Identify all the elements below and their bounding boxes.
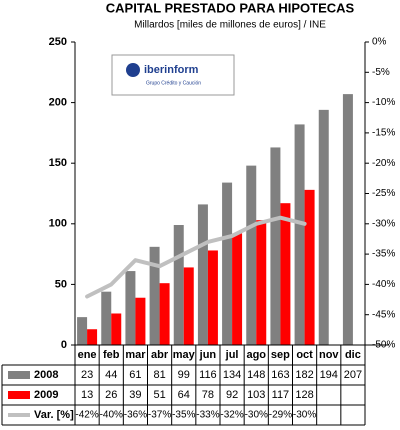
x-tick-label: jun — [199, 349, 217, 361]
table-cell: -40% — [100, 410, 123, 421]
table-cell: 207 — [344, 369, 362, 381]
bar — [173, 225, 184, 345]
table-cell: 13 — [81, 389, 93, 401]
legend-label: 2008 — [34, 369, 58, 381]
table-cell: 92 — [226, 389, 238, 401]
legend-swatch — [8, 371, 30, 379]
y-tick-label: 200 — [49, 97, 67, 109]
bar — [135, 297, 146, 345]
table-cell: 117 — [272, 389, 290, 401]
table-cell: 81 — [153, 369, 165, 381]
table-cell: -35% — [172, 410, 195, 421]
table-cell: 51 — [153, 389, 165, 401]
y2-tick-label: 0% — [372, 37, 387, 48]
legend-swatch — [8, 391, 30, 399]
x-tick-label: feb — [103, 349, 120, 361]
bar — [183, 267, 194, 345]
bar — [342, 94, 353, 345]
table-cell: -32% — [220, 410, 243, 421]
y2-tick-label: -25% — [372, 188, 395, 199]
x-tick-label: sep — [271, 349, 290, 361]
y-tick-label: 150 — [49, 157, 67, 169]
table-cell: 99 — [178, 369, 190, 381]
chart-subtitle: Millardos [miles de millones de euros] /… — [134, 20, 326, 31]
chart-title: CAPITAL PRESTADO PARA HIPOTECAS — [106, 0, 355, 15]
y2-tick-label: -5% — [372, 67, 390, 78]
table-cell: 64 — [178, 389, 190, 401]
logo-icon — [126, 63, 140, 77]
table-cell: 44 — [105, 369, 117, 381]
y2-tick-label: -10% — [372, 97, 395, 108]
table-cell: 128 — [295, 389, 313, 401]
y2-tick-label: -35% — [372, 249, 395, 260]
x-tick-label: oct — [296, 349, 313, 361]
bar — [280, 203, 291, 345]
legend-label: Var. [%] — [34, 409, 74, 421]
bar — [232, 233, 243, 345]
bar — [246, 165, 257, 345]
bar — [304, 189, 315, 345]
y2-tick-label: -15% — [372, 128, 395, 139]
table-cell: 194 — [320, 369, 338, 381]
table-cell: 103 — [247, 389, 265, 401]
y2-tick-label: -45% — [372, 309, 395, 320]
logo-tagline: Grupo Crédito y Caución — [146, 80, 201, 86]
bar — [256, 220, 267, 345]
table-cell: 116 — [199, 369, 217, 381]
y-tick-label: 0 — [61, 339, 67, 351]
x-tick-label: dic — [345, 349, 361, 361]
table-cell: -37% — [148, 410, 171, 421]
table-cell: -36% — [124, 410, 147, 421]
bar — [101, 291, 112, 345]
table-cell: 26 — [105, 389, 117, 401]
bar — [125, 271, 136, 345]
bar — [207, 250, 218, 345]
bar — [111, 313, 122, 345]
bar — [294, 124, 305, 345]
table-cell: 148 — [247, 369, 265, 381]
table-cell: 134 — [223, 369, 241, 381]
y2-tick-label: -20% — [372, 158, 395, 169]
bar — [222, 182, 233, 345]
x-tick-label: may — [173, 349, 196, 361]
table-cell: -29% — [269, 410, 292, 421]
table-cell: 182 — [295, 369, 313, 381]
legend-label: 2009 — [34, 389, 58, 401]
x-tick-label: ago — [246, 349, 266, 361]
x-tick-label: mar — [125, 349, 146, 361]
table-cell: 78 — [202, 389, 214, 401]
table-cell: -30% — [293, 410, 316, 421]
y-tick-label: 100 — [49, 218, 67, 230]
bar — [149, 246, 160, 345]
x-tick-label: jul — [225, 349, 239, 361]
table-cell: 163 — [271, 369, 289, 381]
x-tick-label: abr — [151, 349, 169, 361]
bar — [270, 147, 281, 345]
logo-name: iberinform — [144, 64, 199, 76]
bar — [159, 283, 170, 345]
table-cell: -30% — [245, 410, 268, 421]
y2-tick-label: -30% — [372, 218, 395, 229]
x-tick-label: ene — [78, 349, 97, 361]
table-cell: 61 — [129, 369, 141, 381]
y2-tick-label: -40% — [372, 279, 395, 290]
bar — [197, 204, 208, 345]
x-tick-label: nov — [319, 349, 339, 361]
table-cell: -33% — [196, 410, 219, 421]
table-cell: 39 — [129, 389, 141, 401]
bar — [318, 109, 329, 345]
table-cell: -42% — [75, 410, 98, 421]
table-cell: 23 — [81, 369, 93, 381]
bar — [87, 329, 98, 345]
y-tick-label: 50 — [55, 278, 67, 290]
bar — [77, 317, 88, 345]
line — [85, 215, 307, 299]
y-tick-label: 250 — [49, 36, 67, 48]
